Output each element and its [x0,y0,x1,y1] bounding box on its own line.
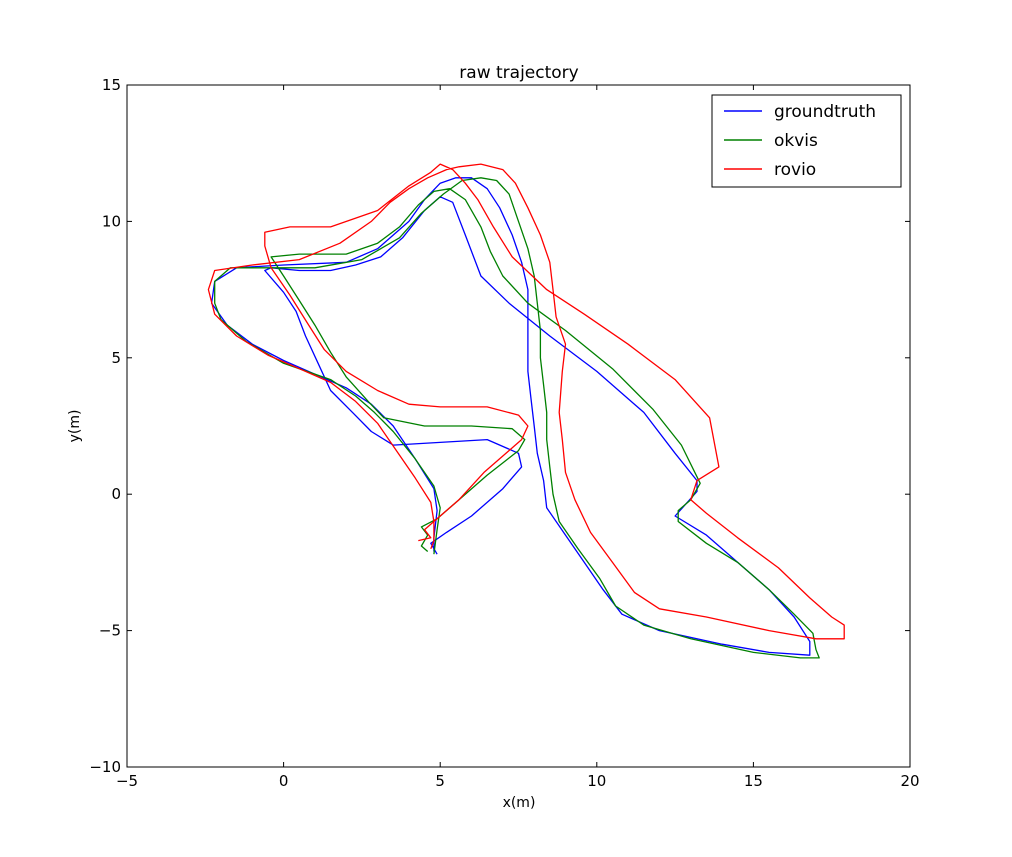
y-tick-label: 10 [102,212,121,230]
plot-frame [126,84,911,768]
y-tick-label: 15 [102,76,121,94]
y-tick-label: −10 [89,758,121,776]
series-line-rovio [207,163,845,640]
legend: groundtruth okvis rovio [711,94,902,188]
x-tick-label: 5 [435,772,445,790]
legend-label-okvis: okvis [774,131,818,151]
x-tick-label: 15 [744,772,763,790]
y-tick-label: −5 [99,622,121,640]
x-tick-label: 0 [279,772,289,790]
y-tick-label: 5 [111,349,121,367]
y-tick-label: 0 [111,485,121,503]
legend-label-groundtruth: groundtruth [774,102,876,122]
x-tick-label: 10 [587,772,606,790]
x-axis-label: x(m) [503,795,536,811]
series-line-okvis [214,177,820,659]
series-layer [207,163,845,659]
x-tick-label: −5 [116,772,138,790]
y-axis-label: y(m) [67,410,83,443]
legend-label-rovio: rovio [774,160,816,180]
chart-title: raw trajectory [459,63,578,83]
x-tick-label: 20 [900,772,919,790]
